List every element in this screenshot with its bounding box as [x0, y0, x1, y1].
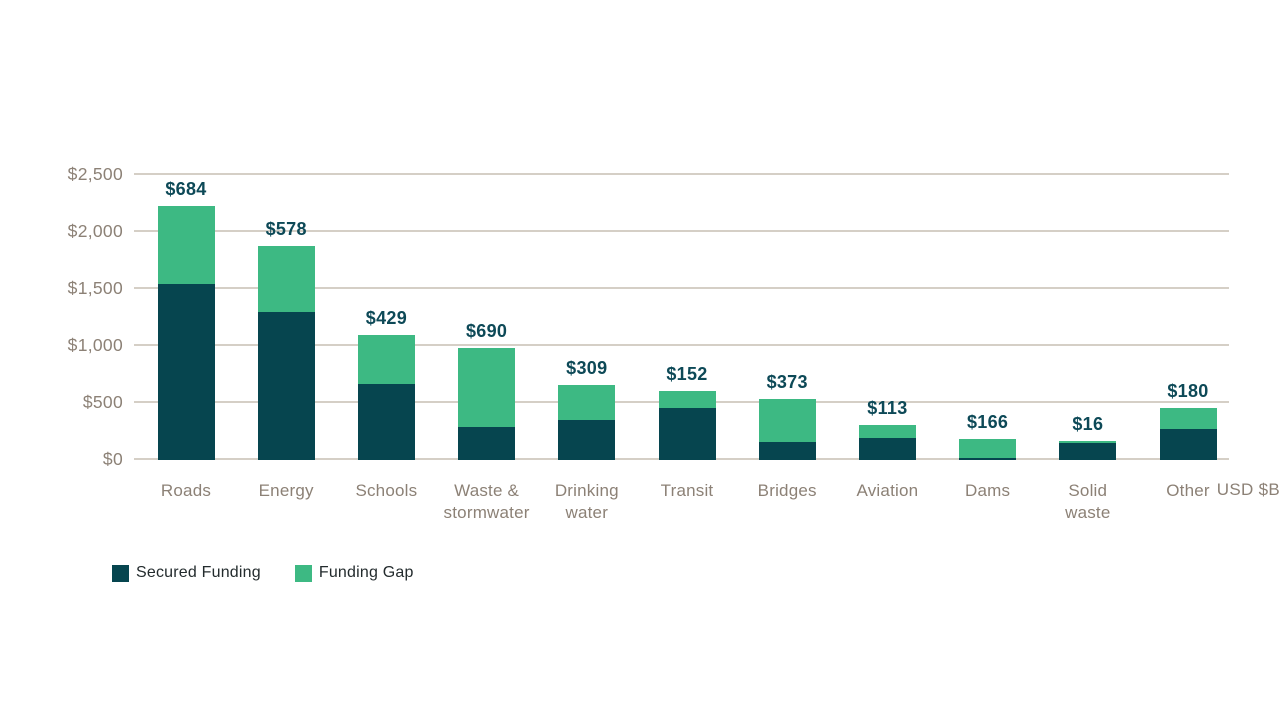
x-category-label: Drinking water — [554, 481, 619, 522]
x-axis-category-labels: Roads Energy Schools Waste & stormwater Drin… — [134, 480, 1229, 550]
bar-value-label: $113 — [867, 398, 908, 418]
bar-value-label: $690 — [465, 321, 508, 341]
legend-item: Secured Funding — [112, 564, 261, 582]
bar-segment-funding-gap — [258, 246, 315, 312]
bar-segment-secured-funding — [458, 427, 515, 460]
bar-segment-funding-gap — [859, 425, 916, 438]
bar-segment-secured-funding — [358, 384, 415, 460]
bar-stack — [1160, 408, 1217, 460]
bar-stack — [759, 399, 816, 460]
bar-segment-funding-gap — [1059, 441, 1116, 443]
x-category-label: Roads — [160, 481, 212, 500]
bar-value-label: $684 — [165, 179, 207, 199]
bar-segment-secured-funding — [659, 408, 716, 460]
y-axis: $2,500 $2,000 $1,500 $1,000 $500 $0 — [0, 0, 123, 720]
legend-label: Secured Funding — [136, 564, 261, 581]
x-category-label: Transit — [660, 481, 714, 500]
x-category-label: Waste & stormwater — [443, 481, 530, 522]
bar-segment-secured-funding — [759, 442, 816, 460]
bar-stack — [258, 246, 315, 460]
bar-segment-funding-gap — [759, 399, 816, 442]
bar-segment-funding-gap — [659, 391, 716, 408]
bar-segment-funding-gap — [558, 385, 615, 420]
gridline — [134, 287, 1229, 289]
bar-stack — [558, 385, 615, 460]
x-category-label: Energy — [258, 481, 314, 500]
bar-stack — [158, 206, 215, 460]
gridline — [134, 173, 1229, 175]
y-tick-label: $0 — [102, 449, 123, 469]
bar-stack — [458, 348, 515, 460]
bar-value-label: $373 — [766, 372, 808, 392]
bar-stack — [959, 439, 1016, 460]
x-category-label: Other — [1166, 481, 1210, 500]
bar-segment-secured-funding — [1160, 429, 1217, 460]
y-tick-label: $1,000 — [67, 335, 123, 355]
plot-area: $684 $578 $429 $690 $309 $152 $373 $113 $166 $16 $… — [134, 173, 1229, 460]
bar-segment-funding-gap — [158, 206, 215, 284]
bar-segment-secured-funding — [258, 312, 315, 460]
x-category-label: Aviation — [856, 481, 919, 500]
bar-stack — [659, 391, 716, 460]
gridline — [134, 344, 1229, 346]
bar-value-label: $180 — [1167, 381, 1209, 401]
bar-segment-secured-funding — [158, 284, 215, 460]
bar-segment-secured-funding — [859, 438, 916, 460]
bar-segment-secured-funding — [959, 458, 1016, 460]
legend-label: Funding Gap — [318, 564, 414, 581]
x-category-label: Dams — [964, 481, 1011, 500]
legend-swatch — [112, 564, 129, 582]
bar-value-label: $152 — [666, 364, 708, 384]
legend: Secured Funding Funding Gap — [112, 564, 414, 582]
bar-stack — [1059, 441, 1116, 460]
bar-value-label: $429 — [365, 308, 408, 328]
gridline — [134, 230, 1229, 232]
bar-segment-funding-gap — [458, 348, 515, 427]
x-category-label: Bridges — [757, 481, 817, 500]
bar-segment-secured-funding — [1059, 443, 1116, 460]
legend-item: Funding Gap — [294, 564, 414, 582]
y-tick-label: $1,500 — [67, 278, 123, 298]
bar-stack — [859, 425, 916, 460]
x-category-label: Solid waste — [1065, 481, 1111, 522]
bar-value-label: $166 — [966, 412, 1009, 432]
bar-value-label: $16 — [1072, 414, 1104, 434]
bar-stack — [358, 335, 415, 460]
bar-segment-funding-gap — [959, 439, 1016, 458]
axis-unit-label: USD $B — [1216, 480, 1280, 499]
y-tick-label: $2,000 — [67, 221, 123, 241]
legend-swatch — [294, 564, 312, 582]
x-category-label: Schools — [355, 481, 418, 500]
y-tick-label: $2,500 — [67, 164, 123, 184]
bar-segment-secured-funding — [558, 420, 615, 460]
bar-value-label: $309 — [566, 358, 608, 378]
bar-segment-funding-gap — [358, 335, 415, 384]
y-tick-label: $500 — [82, 392, 123, 412]
bar-segment-funding-gap — [1160, 408, 1217, 429]
bar-value-label: $578 — [265, 219, 307, 239]
